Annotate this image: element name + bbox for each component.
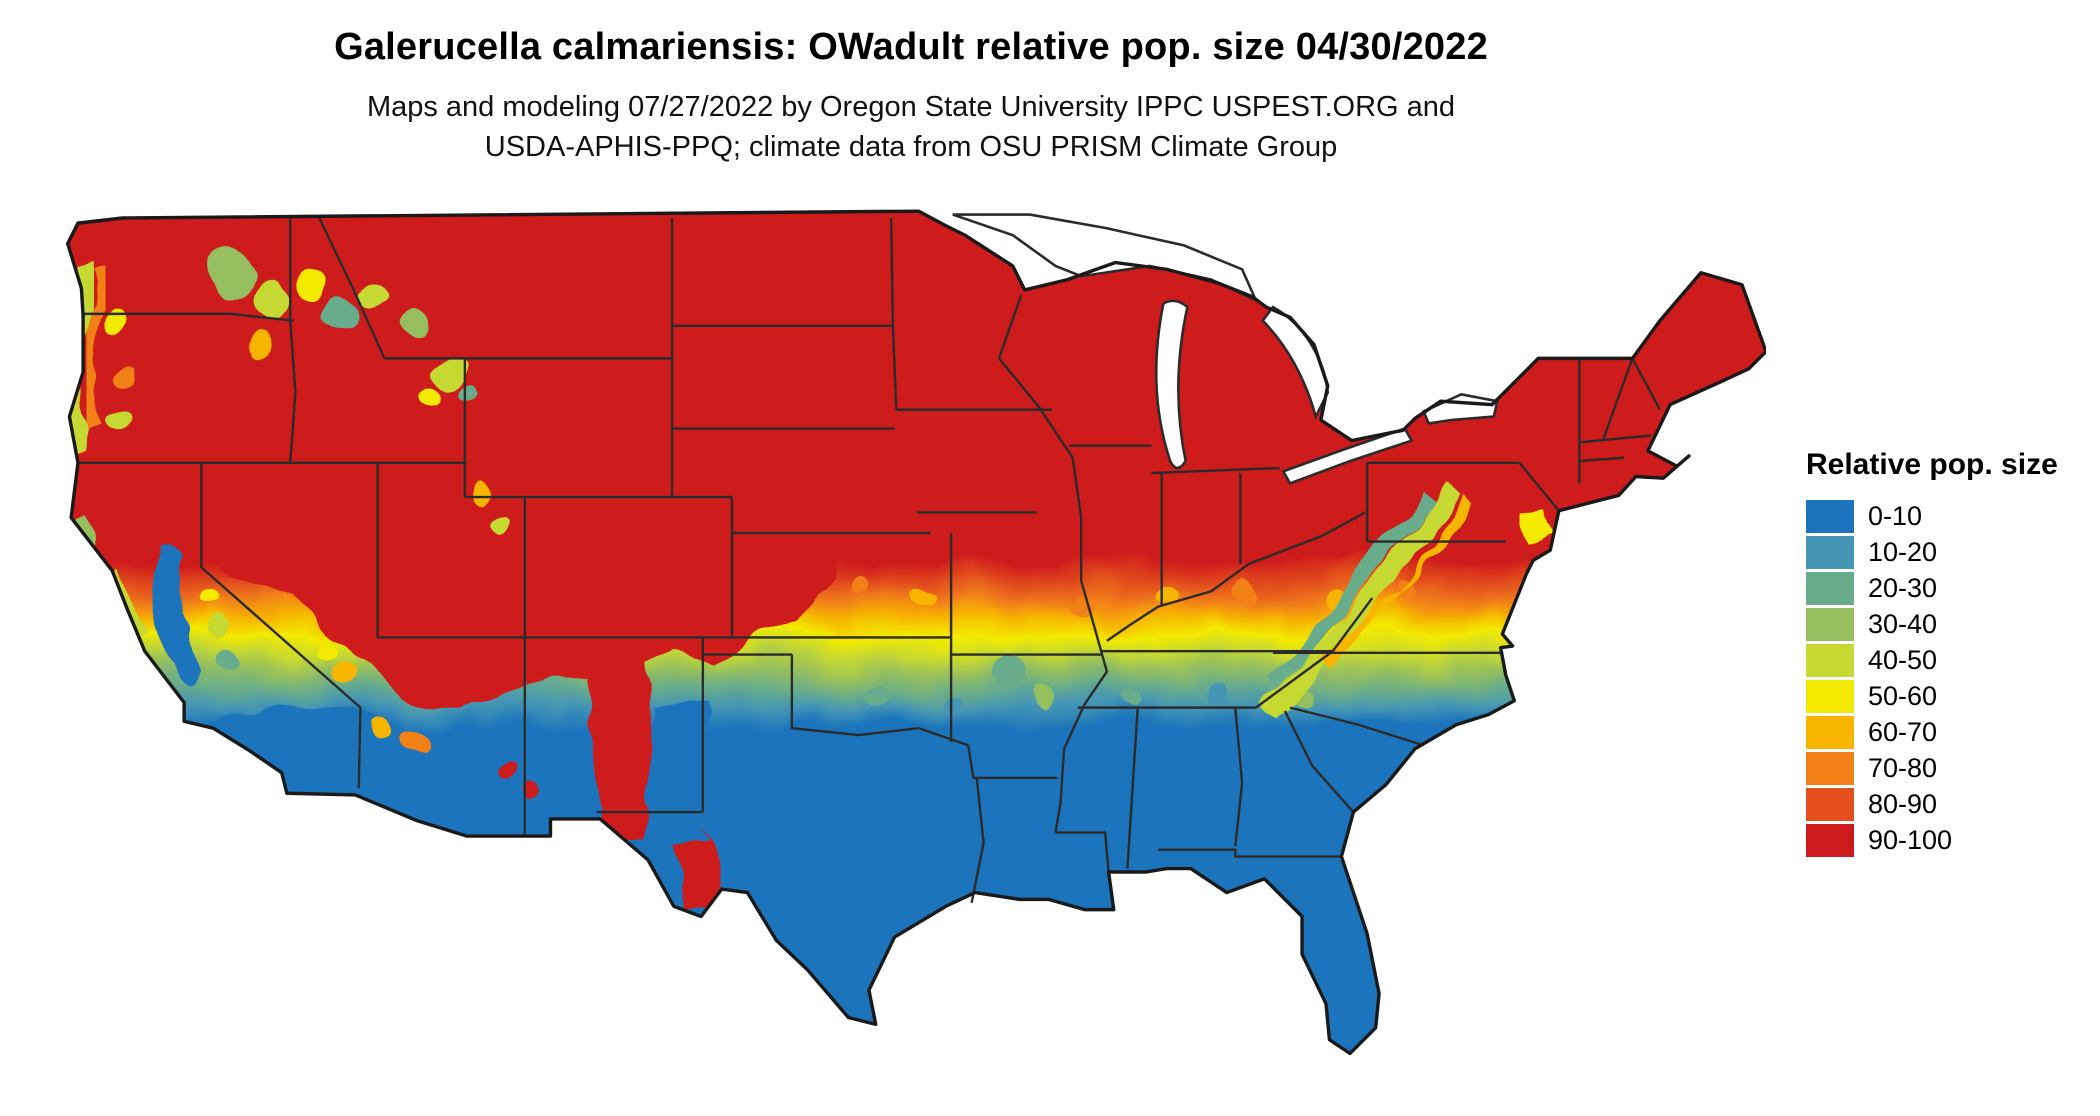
legend-label: 50-60 xyxy=(1868,681,1938,711)
legend-swatch xyxy=(1806,788,1854,821)
legend-item: 40-50 xyxy=(1806,644,2096,677)
lake-erie xyxy=(1281,427,1414,485)
lake-ontario xyxy=(1421,392,1499,425)
great-lakes xyxy=(952,213,1499,485)
page-title: Galerucella calmariensis: OWadult relati… xyxy=(334,26,1488,68)
legend-label: 80-90 xyxy=(1868,789,1938,819)
legend-swatch xyxy=(1806,752,1854,785)
legend-item: 30-40 xyxy=(1806,608,2096,641)
legend-item: 90-100 xyxy=(1806,824,2096,857)
state-borders xyxy=(77,217,1661,904)
legend-item: 70-80 xyxy=(1806,752,2096,785)
legend-item: 50-60 xyxy=(1806,680,2096,713)
legend-item: 10-20 xyxy=(1806,536,2096,569)
legend-swatch xyxy=(1806,824,1854,857)
legend-item: 20-30 xyxy=(1806,572,2096,605)
title-block: Galerucella calmariensis: OWadult relati… xyxy=(0,26,1822,167)
page-subtitle: Maps and modeling 07/27/2022 by Oregon S… xyxy=(0,87,1822,167)
legend-label: 30-40 xyxy=(1868,609,1938,639)
legend-label: 40-50 xyxy=(1868,645,1938,675)
legend-items: 0-10 10-20 20-30 30-40 40-50 50-60 60-70 70-80 8… xyxy=(1806,500,2096,857)
legend-item: 60-70 xyxy=(1806,716,2096,749)
legend-swatch xyxy=(1806,644,1854,677)
legend-swatch xyxy=(1806,680,1854,713)
legend-item: 80-90 xyxy=(1806,788,2096,821)
legend-item: 0-10 xyxy=(1806,500,2096,533)
lake-michigan xyxy=(1155,299,1189,470)
legend-label: 90-100 xyxy=(1868,825,1953,855)
us-outline xyxy=(65,209,1766,1056)
us-population-map xyxy=(54,200,1766,1092)
us-map-svg xyxy=(65,209,1766,1056)
legend-label: 10-20 xyxy=(1868,537,1938,567)
legend-label: 0-10 xyxy=(1868,501,1923,531)
legend-swatch xyxy=(1806,608,1854,641)
subtitle-line-2: USDA-APHIS-PPQ; climate data from OSU PR… xyxy=(484,131,1338,163)
legend: Relative pop. size 0-10 10-20 20-30 30-40 40… xyxy=(1806,448,2096,860)
legend-title: Relative pop. size xyxy=(1806,448,2058,481)
legend-label: 20-30 xyxy=(1868,573,1938,603)
legend-swatch xyxy=(1806,536,1854,569)
legend-label: 70-80 xyxy=(1868,753,1938,783)
legend-swatch xyxy=(1806,500,1854,533)
legend-swatch xyxy=(1806,716,1854,749)
legend-swatch xyxy=(1806,572,1854,605)
legend-label: 60-70 xyxy=(1868,717,1938,747)
subtitle-line-1: Maps and modeling 07/27/2022 by Oregon S… xyxy=(366,91,1456,123)
